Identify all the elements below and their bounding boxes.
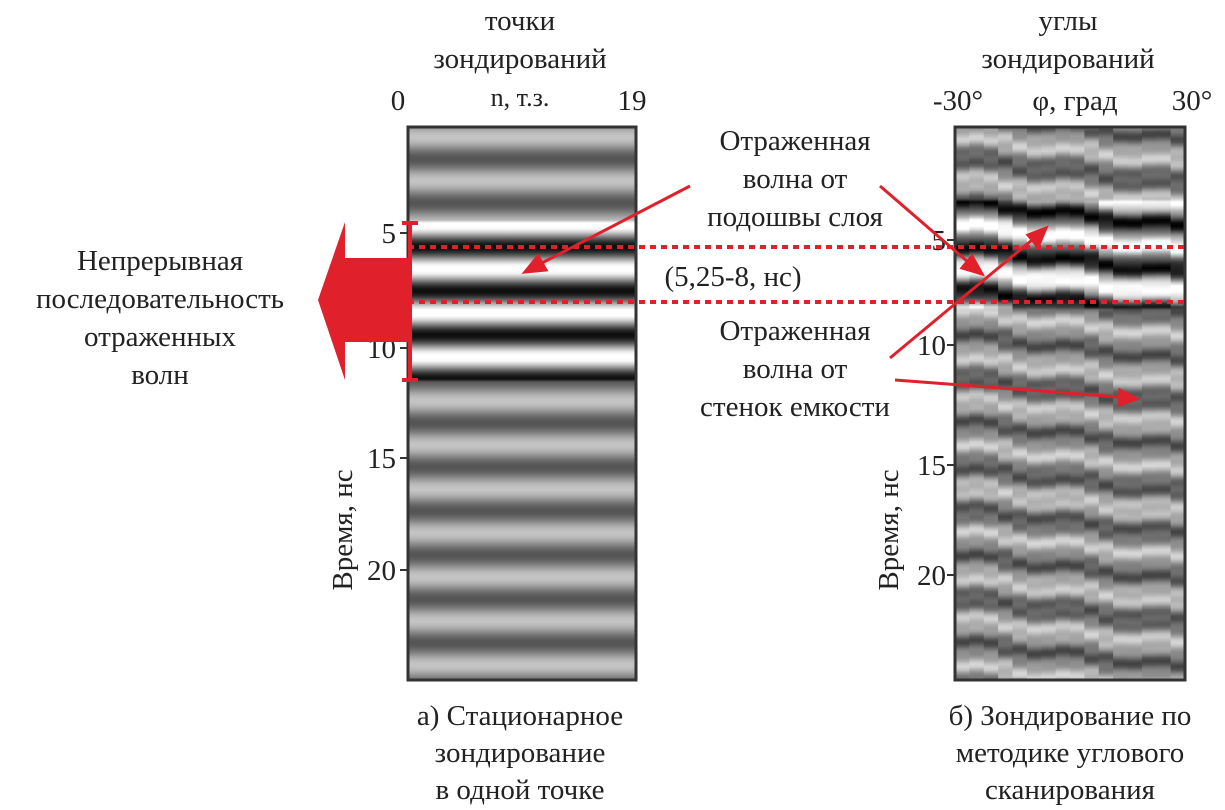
radargram-column [1142,127,1157,680]
annotation: подошвы слоя [707,201,883,233]
caption: в одной точке [435,774,604,806]
top-label: точки [485,5,555,37]
radargram-column [1070,127,1085,680]
annotation: волна от [743,163,848,195]
radargram-column [1128,127,1143,680]
y-tick: 10 [917,330,946,362]
x-min: -30° [933,85,983,117]
y-tick: 15 [367,443,396,475]
annotation: (5,25-8, нс) [664,261,801,293]
radargram-column [1056,127,1071,680]
annotation: Отраженная [719,315,870,347]
x-label: n, т.з. [491,83,550,112]
annotation: Непрерывная [77,245,243,277]
radargram-column [998,127,1013,680]
y-label: Время, нс [327,469,359,590]
caption: сканирования [985,774,1155,806]
radargram-column [955,127,970,680]
radargram-column [1084,127,1099,680]
radargram-b [955,127,1186,680]
radargram-column [1171,127,1186,680]
caption: методике углового [956,737,1185,769]
y-tick: 20 [917,560,946,592]
y-label: Время, нс [873,469,905,590]
x-max: 19 [618,85,647,117]
radargram-column [1156,127,1171,680]
annotation: отраженных [84,321,237,353]
radargram-column [1099,127,1114,680]
radargram-column [1013,127,1028,680]
radargram-fill [408,127,636,680]
x-min: 0 [391,85,406,117]
x-max: 30° [1172,85,1213,117]
caption: зондирование [435,737,606,769]
annotation: стенок емкости [700,391,890,423]
caption: а) Стационарное [417,700,623,732]
annotation: волн [131,359,189,391]
top-label: углы [1039,5,1098,37]
annotation: Отраженная [719,125,870,157]
top-label: зондирований [433,43,606,75]
annotation: волна от [743,353,848,385]
radargram-column [1041,127,1056,680]
y-tick: 15 [917,450,946,482]
y-tick: 5 [382,218,397,250]
top-label: зондирований [981,43,1154,75]
radargram-column [984,127,999,680]
radargram-a [408,127,636,680]
caption: б) Зондирование по [949,700,1192,732]
radargram-column [1027,127,1042,680]
x-label: φ, град [1032,85,1118,117]
radargram-column [969,127,984,680]
figure: точки зондирований 0 n, т.з. 19 5 10 15 … [0,0,1225,810]
annotation: последовательность [36,283,284,315]
y-tick: 20 [367,555,396,587]
